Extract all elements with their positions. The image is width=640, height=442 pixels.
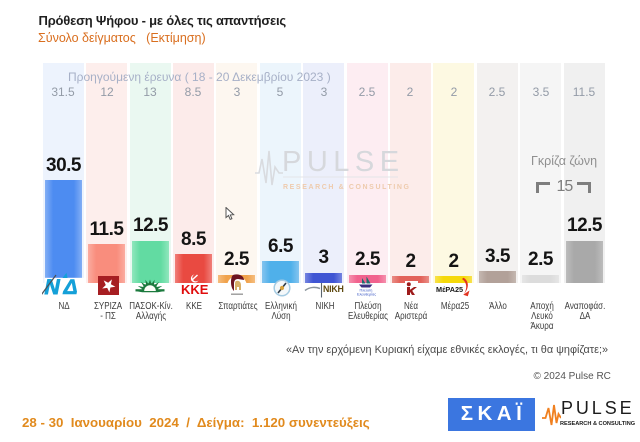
svg-text:Ελευθερίας: Ελευθερίας: [357, 293, 376, 297]
svg-text:ΜέΡΑ25: ΜέΡΑ25: [436, 285, 463, 294]
svg-text:KKE: KKE: [181, 283, 208, 296]
svg-text:Πλεύση: Πλεύση: [360, 289, 373, 293]
svg-text:Δ: Δ: [63, 276, 78, 298]
svg-text:Ν: Ν: [45, 276, 61, 298]
svg-text:ΝΙΚΗ: ΝΙΚΗ: [323, 284, 344, 294]
